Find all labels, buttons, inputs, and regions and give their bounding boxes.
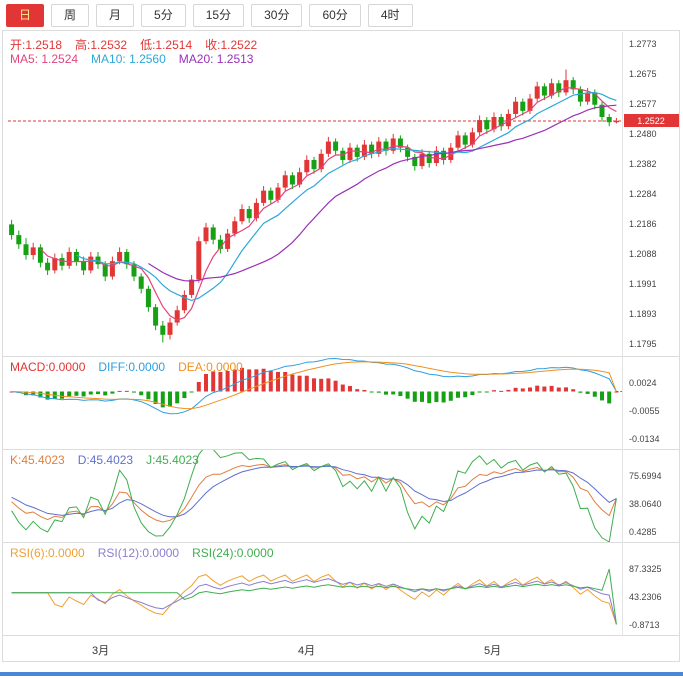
panel-divider: [2, 542, 680, 543]
kdj-panel[interactable]: 75.6994 38.0640 0.4285: [2, 450, 681, 542]
svg-text:1.2284: 1.2284: [629, 189, 657, 199]
macd-panel[interactable]: 0.0024 -0.0055 -0.0134: [2, 357, 681, 449]
tab-4hour[interactable]: 4时: [367, 4, 413, 27]
svg-text:75.6994: 75.6994: [629, 471, 662, 481]
tab-day[interactable]: 日: [6, 4, 45, 27]
svg-text:1.2773: 1.2773: [629, 39, 657, 49]
svg-text:1.2522: 1.2522: [637, 116, 665, 126]
tab-month[interactable]: 月: [96, 4, 135, 27]
panel-divider: [2, 449, 680, 450]
main-candlestick-chart[interactable]: 1.2773 1.2675 1.2577 1.2480 1.2382 1.2284 1.21…: [2, 32, 681, 356]
svg-text:43.2306: 43.2306: [629, 592, 662, 602]
svg-text:1.2186: 1.2186: [629, 219, 657, 229]
svg-text:1.1893: 1.1893: [629, 309, 657, 319]
bottom-scrollbar[interactable]: [0, 672, 683, 676]
tab-30min[interactable]: 30分: [251, 4, 303, 27]
x-axis-label-march: 3月: [92, 645, 110, 657]
svg-text:87.3325: 87.3325: [629, 564, 662, 574]
svg-text:1.2382: 1.2382: [629, 159, 657, 169]
x-axis-label-april: 4月: [298, 645, 316, 657]
svg-text:0.0024: 0.0024: [629, 378, 657, 388]
svg-text:1.2577: 1.2577: [629, 99, 657, 109]
svg-text:1.2480: 1.2480: [629, 129, 657, 139]
svg-text:1.1991: 1.1991: [629, 279, 657, 289]
tab-week[interactable]: 周: [51, 4, 90, 27]
chart-frame: [2, 30, 680, 662]
tab-5min[interactable]: 5分: [141, 4, 186, 27]
svg-text:-0.8713: -0.8713: [629, 620, 660, 630]
tab-60min[interactable]: 60分: [309, 4, 361, 27]
panel-divider: [2, 635, 680, 636]
svg-text:-0.0055: -0.0055: [629, 406, 660, 416]
tab-15min[interactable]: 15分: [192, 4, 245, 27]
svg-text:38.0640: 38.0640: [629, 499, 662, 509]
svg-text:1.2088: 1.2088: [629, 249, 657, 259]
x-axis-label-may: 5月: [484, 645, 502, 657]
svg-text:1.1795: 1.1795: [629, 339, 657, 349]
panel-divider: [2, 356, 680, 357]
rsi-panel[interactable]: 87.3325 43.2306 -0.8713: [2, 543, 681, 635]
svg-text:-0.0134: -0.0134: [629, 434, 660, 444]
period-toolbar: 日 周 月 5分 15分 30分 60分 4时: [6, 4, 413, 27]
axis-divider: [622, 32, 623, 635]
svg-text:0.4285: 0.4285: [629, 527, 657, 537]
svg-text:1.2675: 1.2675: [629, 69, 657, 79]
